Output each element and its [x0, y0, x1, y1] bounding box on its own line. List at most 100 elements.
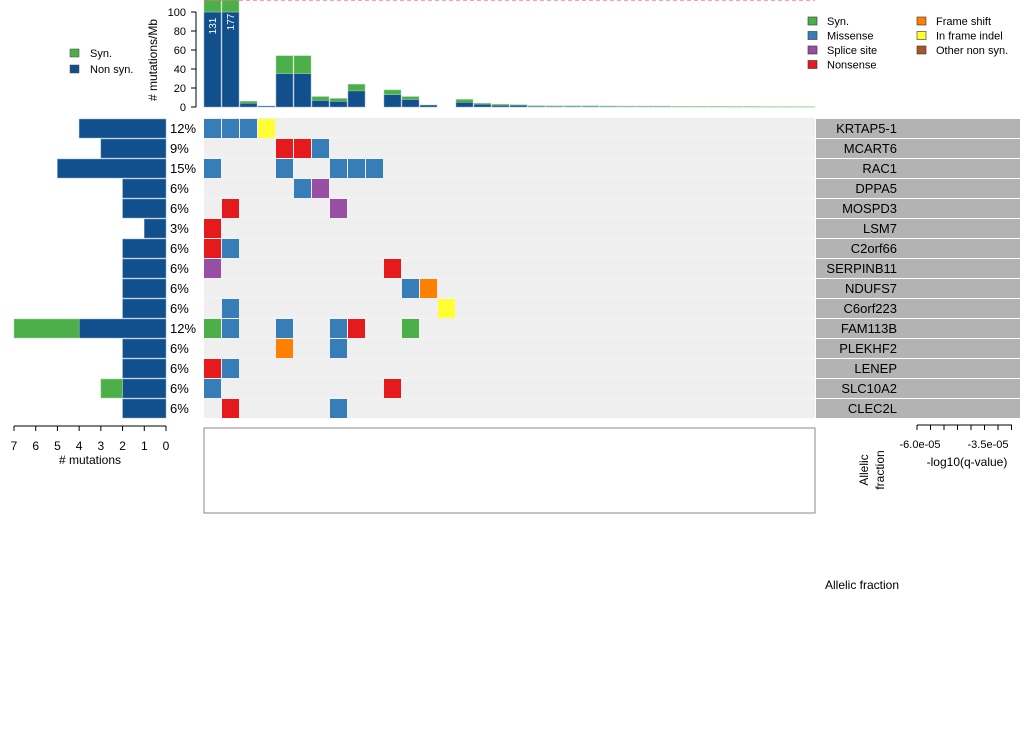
clipped-value-label: 131	[208, 17, 219, 34]
gene-percent-label: 6%	[170, 361, 189, 376]
mutation-cell-nonsense	[384, 259, 401, 278]
gene-percent-label: 6%	[170, 381, 189, 396]
rate-bar-nonsyn	[473, 103, 492, 108]
axis-tick-label: 1	[141, 439, 148, 453]
legend-label-other_nonsyn: Other non syn.	[936, 45, 1008, 57]
rate-bar-syn	[635, 105, 654, 107]
rate-bar-syn	[239, 101, 258, 104]
axis-tick-label: 20	[174, 83, 186, 95]
rate-bar-syn	[455, 99, 474, 103]
rate-bar-nonsyn	[419, 104, 438, 108]
mutation-rate-panel: 0 20 40 60 80 100 # mutations/Mb 131 177 Syn.…	[69, 0, 816, 114]
rate-bar-syn	[401, 96, 420, 100]
rate-bar-syn	[707, 106, 726, 108]
allelic-fraction-y-label-2: fraction	[873, 450, 887, 489]
legend-swatch-nonsyn	[69, 64, 80, 74]
legend-label-nonsyn: Non syn.	[90, 64, 133, 76]
gene-percent-label: 6%	[170, 241, 189, 256]
legend-swatch-frameshift	[916, 16, 927, 26]
mutation-cell-missense	[330, 339, 347, 358]
rate-bar-nonsyn	[383, 94, 402, 108]
rate-bar-syn	[761, 106, 780, 108]
rate-bar-syn	[347, 83, 366, 92]
rate-bar-nonsyn	[509, 104, 528, 108]
gene-percent-label: 3%	[170, 221, 189, 236]
gene-label-bg	[816, 159, 1020, 178]
gene-percent-label: 12%	[170, 121, 196, 136]
mutation-cell-missense	[204, 379, 221, 398]
axis-tick-label: 7	[11, 439, 18, 453]
legend-swatch-splice	[807, 45, 818, 55]
rate-bar-syn	[581, 105, 600, 107]
clipped-value-label: 177	[226, 13, 237, 30]
rate-bar-syn	[203, 0, 222, 13]
gene-label: FAM113B	[841, 321, 897, 336]
mutation-cell-inframe	[438, 299, 455, 318]
mutation-cell-splice	[312, 179, 329, 198]
gene-count-bars: 12% 9% 15% 6% 6% 3% 6% 6% 6% 6% 12% 6% 6% 6% 6%	[13, 118, 196, 419]
mutation-cell-missense	[222, 319, 239, 338]
gene-percent-label: 6%	[170, 341, 189, 356]
axis-tick-label: 40	[174, 64, 186, 76]
rate-bar-syn	[617, 105, 636, 107]
gene-label-bg	[816, 279, 1020, 298]
gene-label: CLEC2L	[848, 401, 897, 416]
axis-tick-label: 0	[180, 102, 186, 114]
rate-bar-syn	[779, 106, 798, 108]
mutation-cell-missense	[402, 279, 419, 298]
rate-bar-nonsyn	[293, 73, 312, 108]
af-frame	[203, 427, 816, 514]
mutation-cell-missense	[222, 299, 239, 318]
gene-percent-label: 15%	[170, 161, 196, 176]
gene-label-bg	[816, 399, 1020, 418]
gene-percent-label: 6%	[170, 401, 189, 416]
rate-bar-syn	[725, 106, 744, 108]
rate-bar-syn	[671, 106, 690, 108]
mutation-cell-missense	[366, 159, 383, 178]
mutation-cell-splice	[204, 259, 221, 278]
gene-percent-label: 9%	[170, 141, 189, 156]
legend-swatch-syn	[807, 16, 818, 26]
gene-label-bg	[816, 379, 1020, 398]
mutation-cell-missense	[222, 119, 239, 138]
gene-label: SERPINB11	[826, 261, 897, 276]
gene-bar-nonsyn	[122, 178, 167, 199]
rate-bar-nonsyn	[455, 102, 474, 108]
rate-bar-syn	[797, 106, 816, 108]
axis-tick-label: 4	[76, 439, 83, 453]
mutation-cell-nonsense	[276, 139, 293, 158]
oncoprint-grid	[204, 118, 815, 418]
legend-swatch-syn	[69, 48, 80, 58]
rate-bar-nonsyn	[329, 101, 348, 108]
mutation-cell-frameshift	[276, 339, 293, 358]
gene-label-bg	[816, 319, 1020, 338]
gene-label: LENEP	[854, 361, 897, 376]
mutation-cell-missense	[222, 239, 239, 258]
rate-bar-syn	[383, 89, 402, 95]
legend-swatch-nonsense	[807, 60, 818, 69]
gene-label: C2orf66	[851, 241, 897, 256]
qvalue-tick-label: -6.0e-05	[900, 439, 941, 451]
rate-bar-nonsyn	[239, 102, 258, 108]
gene-label-bg	[816, 239, 1020, 258]
mutation-cell-splice	[330, 199, 347, 218]
gene-bar-nonsyn	[122, 278, 167, 299]
gene-label-bg	[816, 299, 1020, 318]
gene-label: KRTAP5-1	[836, 121, 897, 136]
gene-bar-nonsyn	[100, 138, 167, 159]
mutation-cell-missense	[330, 159, 347, 178]
axis-tick-label: 60	[174, 45, 186, 57]
gene-bar-nonsyn	[144, 218, 167, 239]
gene-label-bg	[816, 139, 1020, 158]
gene-label: PLEKHF2	[839, 341, 897, 356]
legend-label-splice: Splice site	[827, 45, 877, 57]
rate-bar-syn	[545, 105, 564, 107]
rate-bar-nonsyn	[491, 104, 510, 108]
grid-background	[204, 118, 815, 418]
gene-label-bg	[816, 219, 1020, 238]
mutation-cell-nonsense	[384, 379, 401, 398]
mutation-cell-missense	[330, 399, 347, 418]
qvalue-tick-label: -3.5e-05	[968, 439, 1009, 451]
legend-label-missense: Missense	[827, 31, 873, 43]
